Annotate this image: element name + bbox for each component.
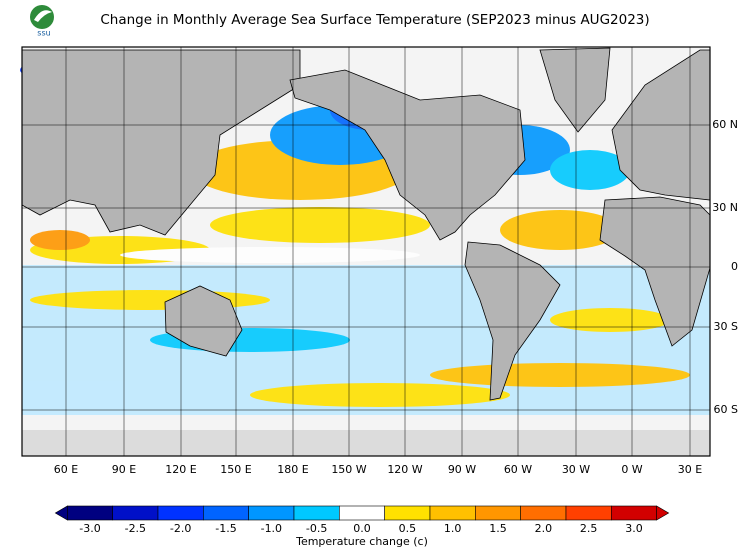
colorbar-tick-label: 1.5 (489, 522, 507, 535)
lon-label: 30 W (562, 463, 590, 476)
colorbar-box (565, 505, 612, 521)
colorbar-box (520, 505, 567, 521)
lon-label: 60 E (54, 463, 78, 476)
colorbar-box (429, 505, 476, 521)
lat-label: 30 S (714, 320, 738, 333)
colorbar-tick-label: 3.0 (625, 522, 643, 535)
colorbar-box (293, 505, 340, 521)
colorbar-box (203, 505, 249, 521)
colorbar-tick-label: 1.0 (444, 522, 462, 535)
lon-label: 30 E (678, 463, 702, 476)
greenland (539, 47, 611, 133)
colorbar-tick-label: -1.5 (215, 522, 236, 535)
colorbar-box (475, 505, 521, 521)
lon-label: 180 E (277, 463, 308, 476)
lat-label: 60 S (714, 403, 738, 416)
colorbar-box (611, 505, 657, 521)
africa (599, 196, 711, 347)
lon-label: 90 E (112, 463, 136, 476)
colorbar-box (157, 505, 204, 521)
colorbar-tick-label: -2.0 (170, 522, 191, 535)
logo-leaf (34, 10, 52, 22)
colorbar-tick-label: -2.5 (125, 522, 146, 535)
title: Change in Monthly Average Sea Surface Te… (100, 12, 649, 28)
colorbar-box (112, 505, 159, 521)
colorbar-tick-label: 0.5 (399, 522, 417, 535)
map (20, 46, 711, 457)
colorbar-high-arrow (656, 505, 670, 521)
colorbar-box (67, 505, 113, 521)
lon-label: 150 W (331, 463, 366, 476)
lat-label: 60 N (712, 118, 738, 131)
colorbar-box (339, 505, 385, 521)
colorbar-low-arrow (54, 505, 68, 521)
colorbar-tick-label: -0.5 (306, 522, 327, 535)
lat-label: 30 N (712, 201, 738, 214)
colorbar-box (384, 505, 431, 521)
lon-label: 90 W (448, 463, 476, 476)
eurasia (21, 49, 301, 236)
lon-label: 120 E (165, 463, 196, 476)
lon-label: 0 W (621, 463, 642, 476)
lon-label: 120 W (387, 463, 422, 476)
australia (164, 285, 243, 357)
map-frame (21, 46, 711, 457)
colorbar-box (248, 505, 295, 521)
lat-label: 0 (731, 260, 738, 273)
lon-label: 60 W (504, 463, 532, 476)
graticule (22, 47, 710, 456)
colorbar-tick-label: 2.5 (580, 522, 598, 535)
lon-label: 150 E (220, 463, 251, 476)
south-america (464, 241, 561, 401)
colorbar-tick-label: 2.0 (535, 522, 553, 535)
logo-text: ssu (37, 29, 50, 38)
colorbar-tick-label: 0.0 (353, 522, 371, 535)
colorbar-label: Temperature change (c) (295, 535, 428, 548)
colorbar-tick-label: -1.0 (261, 522, 282, 535)
antarctica (22, 430, 710, 456)
colorbar-tick-label: -3.0 (79, 522, 100, 535)
